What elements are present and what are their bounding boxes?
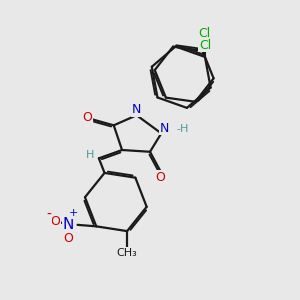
Text: +: +: [69, 208, 78, 218]
Text: -H: -H: [177, 124, 189, 134]
Text: CH₃: CH₃: [117, 248, 137, 258]
Text: O: O: [51, 215, 61, 228]
Text: Cl: Cl: [199, 38, 211, 52]
Text: O: O: [155, 170, 165, 184]
Text: -: -: [46, 208, 51, 222]
Text: Cl: Cl: [198, 27, 210, 40]
Text: H: H: [86, 150, 95, 160]
Text: N: N: [132, 103, 141, 116]
Text: N: N: [63, 217, 74, 232]
Text: O: O: [64, 232, 74, 245]
Text: O: O: [82, 111, 92, 124]
Text: N: N: [160, 122, 169, 134]
